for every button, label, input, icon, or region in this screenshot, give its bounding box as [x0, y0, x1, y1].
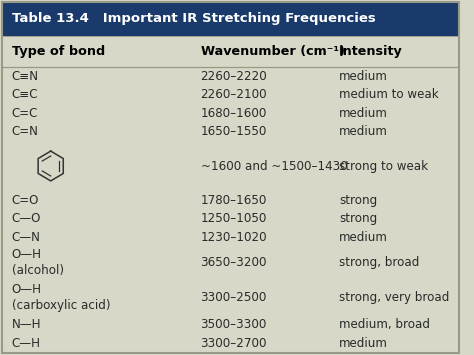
Text: medium, broad: medium, broad — [339, 318, 430, 331]
Text: ~1600 and ~1500–1430: ~1600 and ~1500–1430 — [201, 159, 347, 173]
Text: 1680–1600: 1680–1600 — [201, 106, 267, 120]
Text: C—H: C—H — [11, 337, 40, 350]
Text: Table 13.4   Important IR Stretching Frequencies: Table 13.4 Important IR Stretching Frequ… — [11, 12, 375, 25]
Text: C=C: C=C — [11, 106, 38, 120]
Text: medium: medium — [339, 106, 388, 120]
Text: C—O: C—O — [11, 212, 41, 225]
Text: 1250–1050: 1250–1050 — [201, 212, 267, 225]
Text: 3300–2500: 3300–2500 — [201, 291, 267, 304]
Text: strong to weak: strong to weak — [339, 159, 428, 173]
Text: 3300–2700: 3300–2700 — [201, 337, 267, 350]
Text: 1780–1650: 1780–1650 — [201, 194, 267, 207]
FancyBboxPatch shape — [2, 2, 459, 36]
Text: medium: medium — [339, 125, 388, 138]
Text: 1650–1550: 1650–1550 — [201, 125, 267, 138]
Text: strong: strong — [339, 194, 377, 207]
Text: strong, very broad: strong, very broad — [339, 291, 449, 304]
Text: medium: medium — [339, 70, 388, 83]
Text: Wavenumber (cm⁻¹): Wavenumber (cm⁻¹) — [201, 45, 345, 58]
Text: strong, broad: strong, broad — [339, 256, 419, 269]
Text: 1230–1020: 1230–1020 — [201, 231, 267, 244]
Text: O—H
(carboxylic acid): O—H (carboxylic acid) — [11, 283, 110, 312]
Text: C—N: C—N — [11, 231, 40, 244]
Text: medium to weak: medium to weak — [339, 88, 438, 101]
Text: O—H
(alcohol): O—H (alcohol) — [11, 248, 64, 278]
Text: C=O: C=O — [11, 194, 39, 207]
Text: N—H: N—H — [11, 318, 41, 331]
Text: 2260–2100: 2260–2100 — [201, 88, 267, 101]
Text: 2260–2220: 2260–2220 — [201, 70, 267, 83]
Text: medium: medium — [339, 337, 388, 350]
Text: 3650–3200: 3650–3200 — [201, 256, 267, 269]
Text: Intensity: Intensity — [339, 45, 402, 58]
Text: C≡C: C≡C — [11, 88, 38, 101]
Text: C=N: C=N — [11, 125, 38, 138]
Text: 3500–3300: 3500–3300 — [201, 318, 267, 331]
Text: strong: strong — [339, 212, 377, 225]
Text: C≡N: C≡N — [11, 70, 38, 83]
Text: Type of bond: Type of bond — [11, 45, 105, 58]
Text: medium: medium — [339, 231, 388, 244]
FancyBboxPatch shape — [2, 2, 459, 353]
